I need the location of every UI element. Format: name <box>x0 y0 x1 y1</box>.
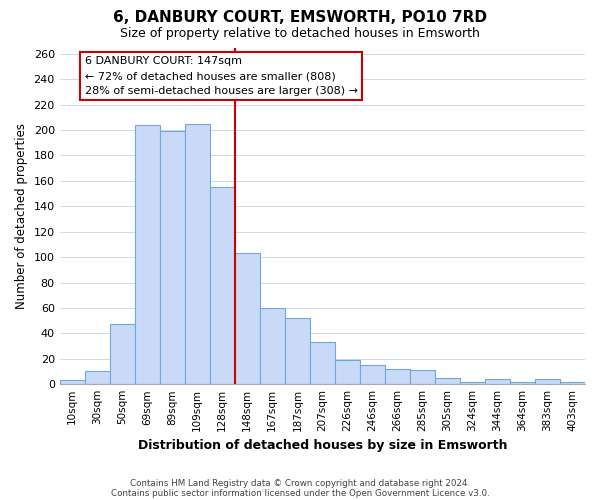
Bar <box>360 365 385 384</box>
Text: Contains public sector information licensed under the Open Government Licence v3: Contains public sector information licen… <box>110 488 490 498</box>
Text: Size of property relative to detached houses in Emsworth: Size of property relative to detached ho… <box>120 28 480 40</box>
Bar <box>110 324 135 384</box>
Bar <box>435 378 460 384</box>
Bar <box>410 370 435 384</box>
Bar <box>135 125 160 384</box>
X-axis label: Distribution of detached houses by size in Emsworth: Distribution of detached houses by size … <box>137 440 507 452</box>
Bar <box>335 360 360 384</box>
Bar <box>210 188 235 384</box>
Bar <box>535 379 560 384</box>
Bar <box>385 369 410 384</box>
Bar <box>85 372 110 384</box>
Bar <box>59 380 85 384</box>
Bar <box>185 124 210 384</box>
Bar <box>560 382 585 384</box>
Bar <box>310 342 335 384</box>
Bar <box>235 254 260 384</box>
Bar <box>160 132 185 384</box>
Text: Contains HM Land Registry data © Crown copyright and database right 2024.: Contains HM Land Registry data © Crown c… <box>130 478 470 488</box>
Text: 6 DANBURY COURT: 147sqm
← 72% of detached houses are smaller (808)
28% of semi-d: 6 DANBURY COURT: 147sqm ← 72% of detache… <box>85 56 358 96</box>
Text: 6, DANBURY COURT, EMSWORTH, PO10 7RD: 6, DANBURY COURT, EMSWORTH, PO10 7RD <box>113 10 487 25</box>
Bar <box>460 382 485 384</box>
Y-axis label: Number of detached properties: Number of detached properties <box>15 123 28 309</box>
Bar <box>285 318 310 384</box>
Bar <box>485 379 510 384</box>
Bar <box>260 308 285 384</box>
Bar <box>510 382 535 384</box>
